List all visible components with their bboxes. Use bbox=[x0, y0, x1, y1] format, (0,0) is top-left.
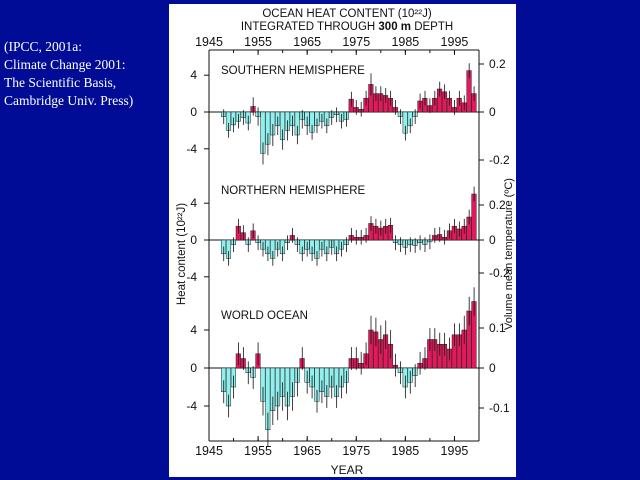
y-tick-label-left: -4 bbox=[186, 270, 197, 284]
y-axis-right-label: Volume mean temperature (ºC) bbox=[503, 178, 515, 330]
y-tick-label-right: 0.1 bbox=[489, 321, 506, 335]
citation-line: The Scientific Basis, bbox=[4, 75, 117, 90]
x-tick-label-top: 1945 bbox=[195, 35, 223, 49]
chart-title-line1: OCEAN HEAT CONTENT (10²²J) bbox=[262, 8, 431, 20]
citation-text: (IPCC, 2001a: Climate Change 2001: The S… bbox=[4, 38, 169, 110]
y-tick-label-right: 0.2 bbox=[489, 57, 506, 71]
y-tick-label-left: 0 bbox=[190, 105, 197, 119]
y-tick-label-right: 0 bbox=[489, 233, 496, 247]
y-tick-label-left: -4 bbox=[186, 142, 197, 156]
y-tick-label-left: -4 bbox=[186, 399, 197, 413]
x-axis-label: YEAR bbox=[331, 463, 364, 477]
y-tick-label-right: 0 bbox=[489, 105, 496, 119]
y-tick-label-right: -0.2 bbox=[489, 266, 510, 280]
y-tick-label-right: -0.1 bbox=[489, 401, 510, 415]
y-tick-label-left: 0 bbox=[190, 233, 197, 247]
y-tick-label-right: -0.2 bbox=[489, 153, 510, 167]
citation-line: Cambridge Univ. Press) bbox=[4, 93, 134, 108]
x-tick-label-bottom: 1975 bbox=[342, 444, 370, 458]
x-tick-label-top: 1995 bbox=[441, 35, 469, 49]
chart-svg: OCEAN HEAT CONTENT (10²²J) INTEGRATED TH… bbox=[176, 8, 515, 477]
x-tick-label-bottom: 1955 bbox=[244, 444, 272, 458]
y-axis-label: Heat content (10²²J) bbox=[176, 203, 188, 305]
ocean-heat-chart: OCEAN HEAT CONTENT (10²²J) INTEGRATED TH… bbox=[169, 4, 516, 477]
panel-title: WORLD OCEAN bbox=[221, 310, 308, 322]
y-tick-label-right: 0 bbox=[489, 361, 496, 375]
panel-title: NORTHERN HEMISPHERE bbox=[221, 185, 366, 197]
x-tick-label-top: 1965 bbox=[293, 35, 321, 49]
x-tick-label-bottom: 1965 bbox=[293, 444, 321, 458]
x-tick-label-bottom: 1995 bbox=[441, 444, 469, 458]
y-tick-label-left: 4 bbox=[190, 196, 197, 210]
x-tick-label-top: 1955 bbox=[244, 35, 272, 49]
y-tick-label-left: 0 bbox=[190, 361, 197, 375]
chart-layer: 1945 1945 1955 1955 1965 1965 1975 1975 1985 1985… bbox=[186, 35, 510, 458]
y-tick-label-left: 4 bbox=[190, 68, 197, 82]
x-tick-label-top: 1975 bbox=[342, 35, 370, 49]
y-tick-label-left: 4 bbox=[190, 323, 197, 337]
panel-title: SOUTHERN HEMISPHERE bbox=[221, 65, 365, 77]
citation-line: Climate Change 2001: bbox=[4, 57, 126, 72]
x-tick-label-top: 1985 bbox=[391, 35, 419, 49]
x-tick-label-bottom: 1985 bbox=[391, 444, 419, 458]
citation-line: (IPCC, 2001a: bbox=[4, 39, 83, 54]
y-tick-label-right: 0.2 bbox=[489, 198, 506, 212]
x-tick-label-bottom: 1945 bbox=[195, 444, 223, 458]
chart-title-line2: INTEGRATED THROUGH 300 m DEPTH bbox=[241, 21, 453, 33]
